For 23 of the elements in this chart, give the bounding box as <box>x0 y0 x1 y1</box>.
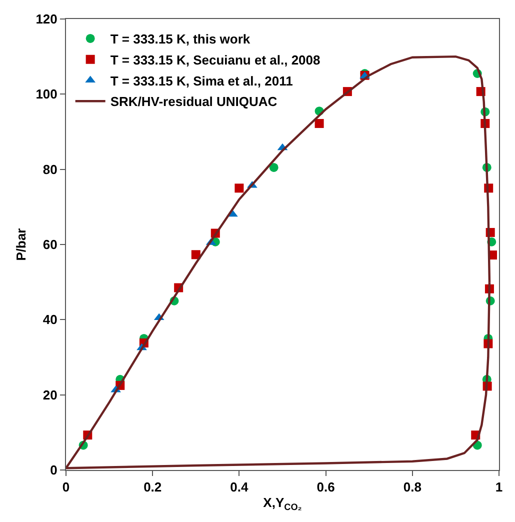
x-tick-label: 1 <box>495 480 503 495</box>
legend-label: T = 333.15 K, Sima et al., 2011 <box>110 73 293 88</box>
point <box>314 118 324 128</box>
y-tick-label: 120 <box>36 12 58 27</box>
legend-label: T = 333.15 K, Secuianu et al., 2008 <box>110 52 320 68</box>
x-tick-label: 0.8 <box>403 480 422 495</box>
point <box>191 250 200 260</box>
legend-label: SRK/HV-residual UNIQUAC <box>110 94 278 110</box>
y-tick-label: 100 <box>36 86 58 102</box>
legend-label: T = 333.15 K, this work <box>110 32 251 47</box>
point <box>269 162 278 172</box>
x-tick-label: 0.2 <box>144 480 162 495</box>
y-tick-label: 80 <box>42 162 58 177</box>
x-tick-label: 0 <box>62 480 70 495</box>
x-tick-label: 0.6 <box>316 480 335 495</box>
y-tick-label: 0 <box>50 462 58 478</box>
x-axis-title: X,Y$_{CO₂}$ <box>263 495 302 512</box>
y-tick-label: 40 <box>42 312 58 328</box>
x-tick-label: 0.4 <box>230 480 250 495</box>
y-axis-title: P/bar <box>14 228 29 261</box>
y-tick-label: 60 <box>42 237 58 252</box>
y-tick-label: 20 <box>42 387 58 402</box>
point <box>234 184 244 193</box>
